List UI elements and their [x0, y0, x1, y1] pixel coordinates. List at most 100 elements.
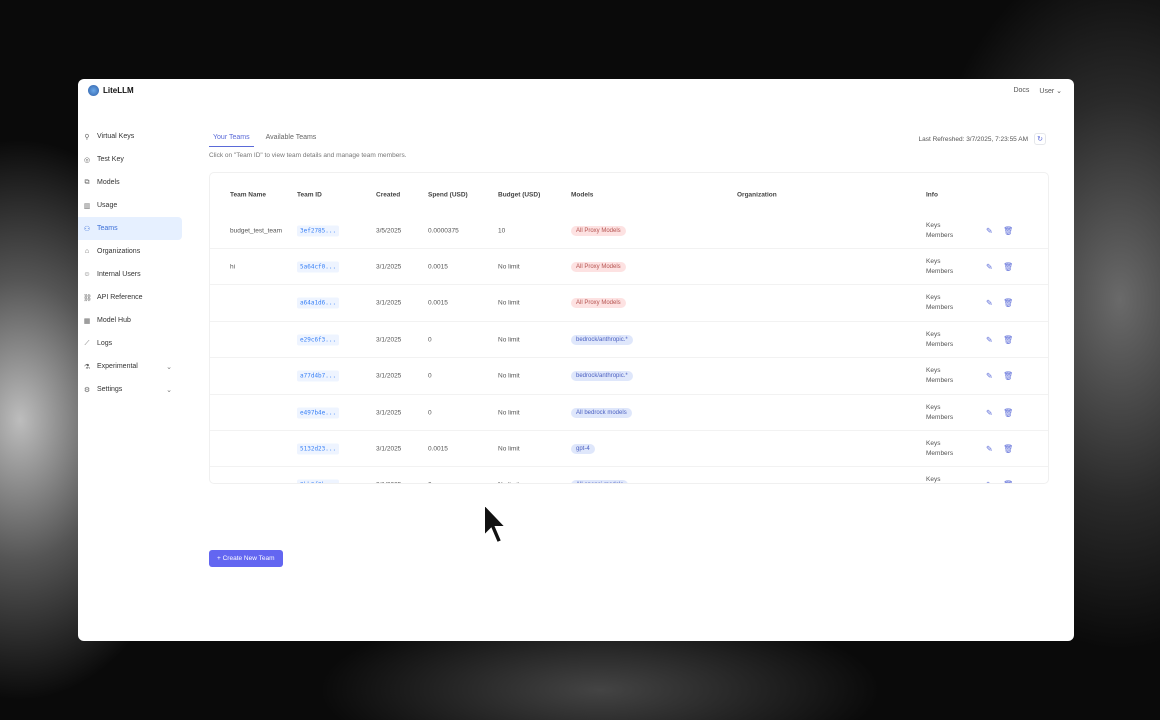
sidebar-item-virtual-keys[interactable]: ⚲ Virtual Keys [78, 125, 182, 148]
sidebar-item-teams[interactable]: ⚇ Teams [78, 217, 182, 240]
column-header[interactable]: Created [376, 191, 401, 199]
edit-icon[interactable]: ✎ [986, 335, 993, 345]
tab-available-teams[interactable]: Available Teams [265, 134, 317, 141]
trash-icon[interactable]: 🗑 [1003, 262, 1014, 272]
models-icon: ⧉ [84, 178, 90, 186]
sidebar-item-model-hub[interactable]: ▦ Model Hub [78, 309, 182, 332]
info-cell: Keys Members [926, 257, 953, 277]
keys-label[interactable]: Keys [926, 476, 941, 484]
budget: No limit [498, 372, 520, 380]
tab-your-teams[interactable]: Your Teams [209, 131, 254, 147]
app-name: LiteLLM [103, 86, 134, 95]
created-date: 3/1/2025 [376, 372, 402, 380]
spend: 0 [428, 372, 432, 380]
edit-icon[interactable]: ✎ [986, 408, 993, 417]
budget: No limit [498, 409, 520, 416]
team-id-link[interactable]: a64a1d6... [297, 297, 340, 309]
keys-label[interactable]: Keys [926, 221, 941, 229]
create-new-team-button[interactable]: + Create New Team [209, 550, 283, 567]
sidebar-item-label: Teams [97, 225, 118, 232]
logo[interactable]: LiteLLM [88, 85, 134, 96]
trash-icon[interactable]: 🗑 [1003, 335, 1014, 345]
trash-icon[interactable]: 🗑 [1003, 481, 1013, 483]
members-label[interactable]: Members [926, 377, 954, 385]
keys-label[interactable]: Keys [926, 257, 941, 265]
keys-label[interactable]: Keys [926, 294, 941, 302]
edit-icon[interactable]: ✎ [986, 371, 993, 381]
trash-icon[interactable]: 🗑 [1003, 444, 1014, 454]
column-header[interactable]: Budget (USD) [498, 191, 541, 199]
sidebar-item-label: Experimental [97, 363, 138, 370]
sidebar-item-internal-users[interactable]: ☺ Internal Users [78, 263, 182, 286]
budget: No limit [498, 336, 520, 344]
team-id-link[interactable]: 2bb3f2b... [297, 479, 340, 483]
trash-icon[interactable]: 🗑 [1003, 226, 1014, 235]
keys-label[interactable]: Keys [926, 367, 941, 375]
chevron-down-icon: ⌄ [166, 363, 172, 371]
edit-icon[interactable]: ✎ [986, 298, 993, 308]
column-header[interactable]: Info [926, 191, 938, 199]
sidebar-item-experimental[interactable]: ⚗ Experimental ⌄ [78, 355, 182, 378]
team-id-link[interactable]: 5a64cf0... [297, 261, 340, 273]
sidebar-item-label: Models [97, 179, 120, 186]
sidebar-item-test-key[interactable]: ◎ Test Key [78, 148, 182, 171]
table-row: 5132d23... 3/1/2025 0.0015 No limit gpt-… [210, 431, 1048, 468]
sidebar-item-api-reference[interactable]: ⛓ API Reference [78, 286, 182, 309]
team-id-link[interactable]: 3ef2785... [297, 225, 340, 236]
edit-icon[interactable]: ✎ [986, 226, 993, 235]
members-label[interactable]: Members [926, 413, 954, 421]
bank-icon: ⌂ [84, 248, 90, 255]
sidebar-item-label: Model Hub [97, 317, 131, 324]
column-header[interactable]: Team ID [297, 191, 322, 199]
sidebar-item-organizations[interactable]: ⌂ Organizations [78, 240, 182, 263]
sidebar-item-label: Logs [97, 340, 113, 347]
column-header[interactable]: Organization [737, 191, 777, 199]
sidebar-item-usage[interactable]: ▥ Usage [78, 194, 182, 217]
table-row: e497b4e... 3/1/2025 0 No limit All bedro… [210, 395, 1048, 431]
sidebar-item-label: Internal Users [97, 271, 141, 278]
keys-label[interactable]: Keys [926, 330, 941, 338]
trash-icon[interactable]: 🗑 [1003, 298, 1014, 308]
refresh-button[interactable]: ↻ [1034, 133, 1046, 145]
keys-label[interactable]: Keys [926, 439, 941, 447]
members-label[interactable]: Members [926, 340, 954, 348]
spend: 0.0015 [428, 299, 448, 307]
sidebar-item-logs[interactable]: ⟋ Logs [78, 332, 182, 355]
edit-icon[interactable]: ✎ [986, 444, 993, 454]
flask-icon: ⚗ [83, 363, 91, 371]
model-badge: All openai models [571, 480, 629, 483]
edit-icon[interactable]: ✎ [986, 262, 993, 272]
team-id-link[interactable]: 5132d23... [297, 443, 340, 455]
sidebar-item-label: Organizations [97, 248, 141, 255]
column-header[interactable]: Models [571, 191, 594, 199]
column-header[interactable]: Spend (USD) [428, 191, 468, 199]
sidebar-item-settings[interactable]: ⚙ Settings ⌄ [78, 378, 182, 401]
edit-icon[interactable]: ✎ [986, 481, 993, 483]
created-date: 3/1/2025 [376, 263, 402, 271]
team-id-link[interactable]: e29c6f3... [297, 334, 340, 346]
user-menu[interactable]: User ⌄ [1039, 87, 1062, 95]
docs-link[interactable]: Docs [1013, 87, 1030, 94]
team-id-link[interactable]: a77d4b7... [297, 370, 340, 382]
members-label[interactable]: Members [926, 449, 954, 457]
sidebar-item-models[interactable]: ⧉ Models [78, 171, 182, 194]
team-id-link[interactable]: e497b4e... [297, 407, 340, 418]
sidebar-item-label: Settings [97, 386, 123, 393]
trash-icon[interactable]: 🗑 [1003, 408, 1014, 417]
spend: 0 [428, 409, 432, 416]
members-label[interactable]: Members [926, 231, 954, 239]
column-header[interactable]: Team Name [230, 191, 267, 199]
last-refreshed: Last Refreshed: 3/7/2025, 7:23:55 AM [918, 135, 1029, 143]
budget: No limit [498, 299, 520, 307]
created-date: 3/5/2025 [376, 227, 402, 234]
sidebar-item-label: API Reference [97, 294, 143, 301]
members-label[interactable]: Members [926, 304, 954, 312]
info-cell: Keys Members [926, 366, 953, 386]
trash-icon[interactable]: 🗑 [1003, 371, 1014, 381]
created-date: 3/1/2025 [376, 336, 402, 344]
top-bar: LiteLLM Docs User ⌄ [78, 79, 1074, 103]
keys-label[interactable]: Keys [926, 403, 941, 411]
grid-icon: ▦ [83, 317, 91, 325]
members-label[interactable]: Members [926, 267, 954, 275]
